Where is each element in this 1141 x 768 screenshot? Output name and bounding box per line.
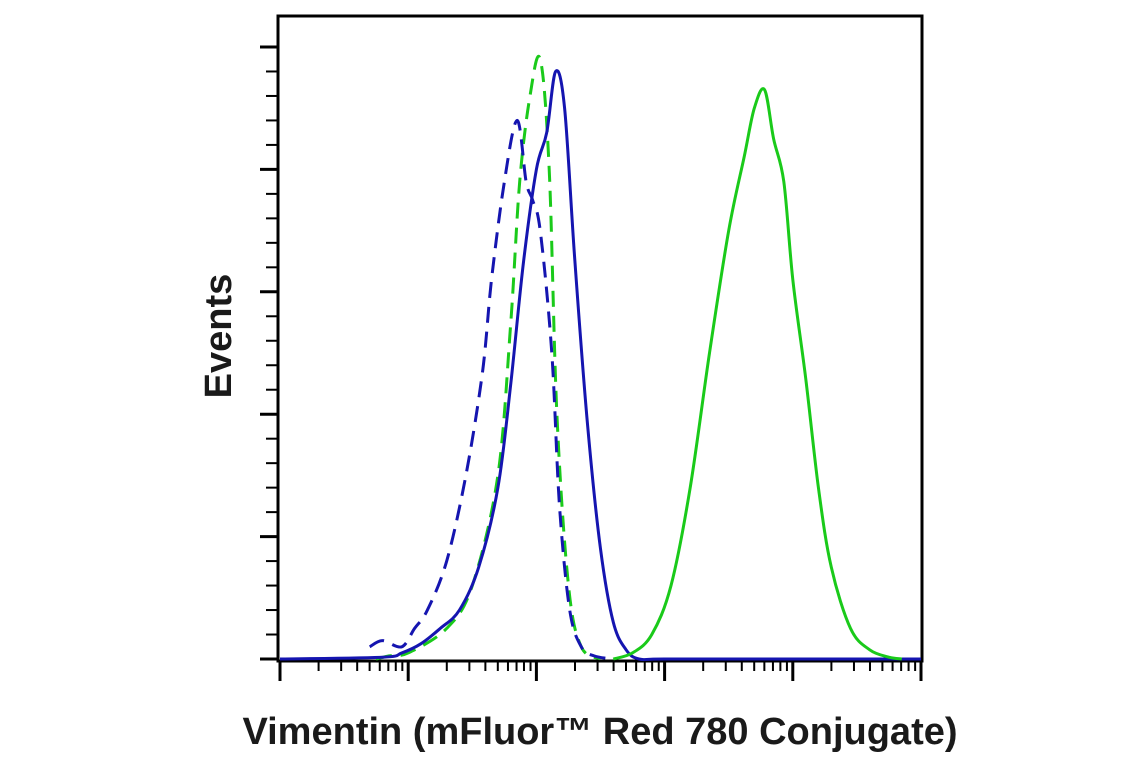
- series-line-2: [368, 118, 614, 661]
- histogram-series: [279, 54, 921, 662]
- series-line-3: [279, 69, 921, 662]
- y-axis-ticks: [260, 45, 278, 661]
- series-line-4: [612, 87, 903, 661]
- y-axis-label: Events: [198, 274, 240, 399]
- x-axis-label: Vimentin (mFluor™ Red 780 Conjugate): [242, 711, 957, 753]
- x-axis-ticks: [278, 661, 923, 681]
- plot-frame: [276, 14, 924, 663]
